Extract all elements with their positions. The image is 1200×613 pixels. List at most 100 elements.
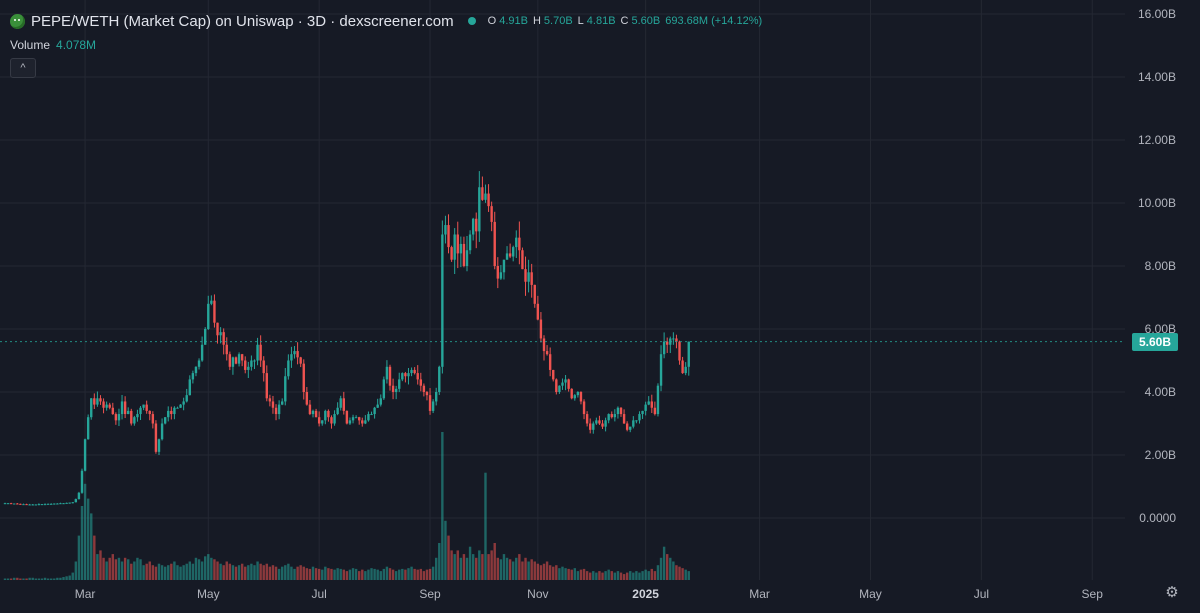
volume-bar — [361, 569, 364, 580]
candle-body — [259, 344, 262, 361]
volume-bar — [394, 571, 398, 580]
candle-body — [545, 351, 549, 355]
volume-bar — [277, 568, 281, 580]
candle-body — [130, 410, 133, 424]
volume-bar — [422, 571, 426, 580]
y-tick-label: 16.00B — [1138, 7, 1176, 21]
volume-bar — [317, 568, 321, 580]
volume-bar — [407, 568, 410, 580]
open-value: 4.91B — [499, 15, 528, 27]
high-label: H — [532, 15, 541, 27]
volume-bar — [681, 568, 684, 580]
candle-body — [570, 388, 573, 399]
candle-body — [114, 414, 118, 421]
volume-bar — [567, 568, 570, 580]
volume-bar — [515, 557, 518, 580]
volume-bar — [194, 557, 198, 580]
volume-bar — [46, 578, 50, 580]
volume-bar — [354, 568, 358, 580]
candle-body — [659, 354, 663, 386]
volume-bar — [40, 578, 44, 580]
settings-gear-icon[interactable]: ⚙ — [1165, 584, 1179, 601]
candle-body — [524, 269, 527, 282]
volume-bar — [638, 572, 641, 580]
candle-body — [302, 363, 305, 392]
volume-bar — [213, 559, 216, 580]
candle-body — [672, 338, 675, 340]
candle-body — [40, 504, 44, 506]
candle-body — [613, 414, 617, 418]
candle-body — [410, 369, 413, 374]
candle-body — [207, 303, 210, 329]
candle-body — [127, 410, 130, 415]
chart-title: PEPE/WETH (Market Cap) on Uniswap · 3D ·… — [31, 12, 454, 30]
candle-body — [182, 401, 185, 405]
candle-body — [407, 373, 410, 377]
candle-body — [62, 503, 65, 505]
candle-body — [250, 360, 253, 367]
x-tick-label: Mar — [749, 587, 770, 601]
volume-bar — [385, 566, 389, 580]
candle-body — [281, 401, 284, 405]
volume-bar — [345, 571, 349, 580]
candle-body — [650, 401, 653, 408]
candle-body — [31, 504, 34, 506]
candle-body — [28, 504, 31, 506]
candle-body — [296, 351, 299, 358]
candle-body — [376, 404, 379, 408]
candle-body — [342, 398, 345, 411]
volume-bar — [86, 498, 90, 580]
volume-bar — [398, 569, 401, 580]
candle-body — [284, 376, 287, 402]
volume-bar — [499, 559, 503, 580]
collapse-legend-button[interactable]: ^ — [10, 58, 36, 78]
volume-bar — [281, 566, 284, 580]
x-tick-label: Jul — [311, 587, 326, 601]
volume-bar — [151, 565, 155, 580]
volume-bar — [210, 557, 213, 580]
volume-bar — [256, 561, 259, 580]
candle-body — [145, 404, 148, 411]
candle-body — [179, 404, 182, 408]
candle-body — [641, 410, 644, 415]
x-tick-label: Nov — [527, 587, 548, 601]
volume-bar — [299, 565, 302, 580]
candle-body — [271, 401, 275, 408]
candle-body — [533, 284, 536, 304]
volume-bar — [163, 566, 167, 580]
volume-bar — [185, 563, 188, 580]
candle-body — [450, 247, 453, 260]
volume-bar — [219, 563, 222, 580]
volume-bar — [579, 569, 583, 580]
volume-bar — [678, 566, 681, 580]
chevron-up-icon: ^ — [20, 62, 26, 74]
candle-body — [123, 401, 127, 415]
candle-body — [493, 221, 496, 266]
volume-bar — [247, 565, 250, 580]
volume-legend: Volume 4.078M — [10, 38, 96, 52]
candle-body — [167, 410, 170, 418]
candle-body — [43, 504, 47, 506]
volume-bar — [290, 566, 293, 580]
candle-body — [653, 407, 657, 415]
volume-bar — [382, 568, 386, 580]
candle-body — [197, 360, 201, 367]
volume-bar — [428, 568, 432, 580]
volume-bar — [508, 559, 512, 580]
volume-bar — [512, 561, 515, 580]
candle-body — [367, 414, 370, 421]
candle-body — [391, 385, 395, 392]
candle-body — [86, 417, 90, 440]
volume-bar — [207, 554, 210, 580]
candle-body — [142, 404, 145, 408]
volume-bar — [613, 572, 617, 580]
candle-body — [462, 243, 466, 266]
candle-body — [656, 385, 660, 415]
volume-bar — [610, 571, 613, 580]
candle-body — [157, 439, 161, 452]
volume-bar — [558, 568, 561, 580]
candle-body — [330, 417, 333, 424]
market-status-icon — [467, 17, 476, 25]
candle-body — [16, 503, 19, 505]
